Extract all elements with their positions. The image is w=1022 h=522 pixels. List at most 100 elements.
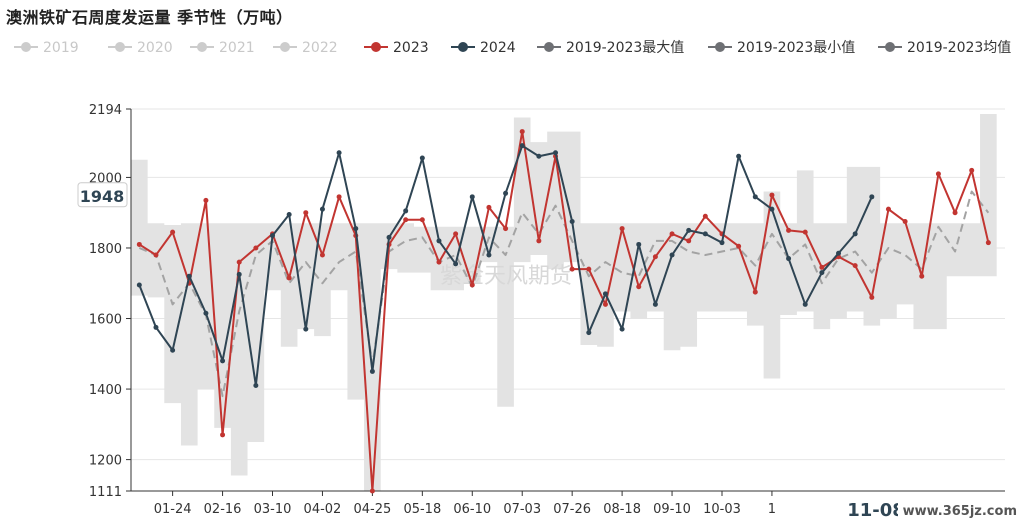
data-point [303, 326, 309, 332]
y-pointer-label: 1948 [80, 187, 125, 206]
legend-item-2020[interactable]: 2020 [137, 40, 173, 56]
data-point [270, 233, 276, 239]
legend-icon-dot [458, 42, 468, 52]
data-point [286, 275, 292, 281]
legend-icon-dot [280, 42, 290, 52]
data-point [469, 282, 475, 288]
data-point [686, 227, 692, 233]
data-point [802, 301, 808, 307]
x-tick-label: 02-16 [204, 502, 242, 517]
data-point [453, 261, 459, 267]
legend: 2019 2020 2021 2022 2023 2024 2019-2023最大值 2019… [14, 40, 1011, 56]
x-tick-label: 05-18 [403, 502, 441, 517]
data-point [669, 252, 675, 258]
x-tick-label: 01-24 [154, 502, 192, 517]
x-tick-label: 04-02 [304, 502, 342, 517]
data-point [736, 153, 742, 159]
data-point [519, 143, 525, 149]
data-point [619, 326, 625, 332]
data-point [652, 301, 658, 307]
y-tick-label: 1200 [89, 454, 122, 469]
legend-icon-dot [544, 42, 554, 52]
data-point [719, 240, 725, 246]
data-point [935, 171, 941, 177]
data-point [436, 238, 442, 244]
legend-item-2019-2023最小值[interactable]: 2019-2023最小值 [737, 40, 855, 56]
data-point [902, 219, 908, 225]
data-point [419, 217, 425, 223]
data-point [819, 270, 825, 276]
data-point [852, 231, 858, 237]
data-point [553, 150, 559, 156]
data-point [836, 250, 842, 256]
data-point [885, 206, 891, 212]
data-point [453, 231, 459, 237]
data-point [985, 240, 991, 246]
data-point [136, 282, 142, 288]
data-point [602, 291, 608, 297]
data-point [203, 310, 209, 316]
x-pointer-label: 11-08 [847, 500, 905, 521]
data-point [469, 194, 475, 200]
data-point [769, 192, 775, 198]
minmax-band [131, 113, 997, 491]
legend-icon-dot [885, 42, 895, 52]
data-point [602, 301, 608, 307]
y-tick-label: 1111 [89, 485, 122, 500]
data-point [403, 208, 409, 214]
y-tick-label: 1600 [89, 313, 122, 328]
data-point [519, 129, 525, 135]
data-point [569, 219, 575, 225]
x-pointer-badge [846, 496, 906, 518]
data-point [503, 190, 509, 196]
data-point [636, 241, 642, 247]
data-point [336, 194, 342, 200]
data-point [403, 217, 409, 223]
legend-item-2019[interactable]: 2019 [43, 40, 79, 56]
x-tick-label: 04-25 [353, 502, 391, 517]
data-point [369, 488, 375, 494]
data-point [186, 273, 192, 279]
site-mark: www.365jz.com [903, 504, 1017, 519]
legend-item-2022[interactable]: 2022 [302, 40, 338, 56]
data-point [786, 227, 792, 233]
data-point [752, 289, 758, 295]
legend-item-2019-2023最大值[interactable]: 2019-2023最大值 [566, 40, 684, 56]
data-point [303, 210, 309, 216]
x-tick-label: 10-03 [703, 502, 741, 517]
x-tick-label: 1 [768, 502, 776, 517]
legend-item-2023[interactable]: 2023 [393, 40, 429, 56]
data-point [369, 368, 375, 374]
data-point [419, 155, 425, 161]
legend-icon-dot [21, 42, 31, 52]
data-point [852, 263, 858, 269]
watermark-text: 紫金天风期货 [440, 264, 572, 289]
legend-item-2024[interactable]: 2024 [480, 40, 516, 56]
data-point [286, 211, 292, 217]
data-point [136, 241, 142, 247]
data-point [436, 259, 442, 265]
data-point [586, 330, 592, 336]
y-pointer-badge [77, 182, 128, 208]
legend-icon-dot [197, 42, 207, 52]
data-point [353, 226, 359, 232]
x-tick-label: 07-26 [553, 502, 591, 517]
legend-item-2021[interactable]: 2021 [219, 40, 255, 56]
data-point [586, 266, 592, 272]
legend-icon-dot [715, 42, 725, 52]
y-tick-label: 2194 [89, 103, 122, 118]
data-point [253, 383, 259, 389]
legend-item-2019-2023均值[interactable]: 2019-2023均值 [907, 40, 1011, 56]
data-point [869, 194, 875, 200]
data-point [969, 167, 975, 173]
data-point [952, 210, 958, 216]
chart-title: 澳洲铁矿石周度发运量 季节性（万吨） [6, 8, 293, 27]
data-point [802, 229, 808, 235]
average-series [138, 190, 990, 398]
data-point [503, 226, 509, 232]
data-point [919, 273, 925, 279]
minmax-band-area [131, 113, 997, 491]
data-point [220, 358, 226, 364]
series-2024 [136, 143, 875, 389]
